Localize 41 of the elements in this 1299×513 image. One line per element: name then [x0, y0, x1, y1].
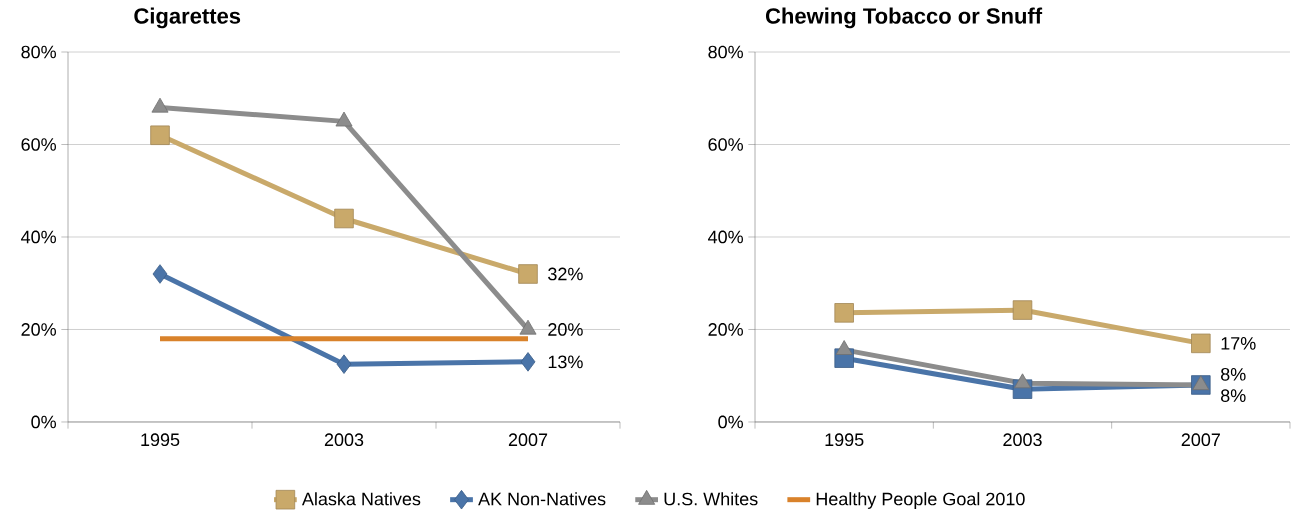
point: [150, 125, 170, 145]
point: [520, 352, 536, 372]
data-label: 20%: [548, 323, 583, 336]
legend-label: Healthy People Goal 2010: [816, 492, 1025, 509]
point: [518, 264, 538, 284]
data-label: 13%: [548, 355, 583, 369]
point: [1014, 373, 1031, 389]
point: [834, 303, 854, 323]
data-label: 8%: [1220, 367, 1246, 381]
y-tick-label: 60%: [708, 138, 743, 151]
legend-label: AK Non-Natives: [478, 492, 606, 506]
chart-title: Cigarettes: [134, 7, 241, 29]
y-tick-label: 0%: [718, 415, 743, 429]
x-tick-label: 2003: [1003, 433, 1042, 447]
y-tick-label: 80%: [708, 45, 743, 59]
y-tick-label: 20%: [708, 323, 743, 336]
x-tick-label: 1995: [141, 433, 180, 447]
point: [1012, 300, 1033, 320]
x-tick-label: 1995: [825, 433, 864, 447]
data-label: 17%: [1221, 337, 1256, 350]
point: [336, 354, 352, 374]
point: [152, 264, 168, 284]
y-tick-label: 20%: [21, 323, 56, 336]
y-tick-label: 40%: [21, 230, 56, 244]
y-tick-label: 0%: [31, 415, 56, 429]
data-label: 8%: [1220, 389, 1246, 403]
point: [334, 208, 354, 229]
legend-label: Alaska Natives: [301, 492, 421, 506]
x-tick-label: 2003: [324, 433, 364, 447]
y-tick-label: 80%: [21, 45, 56, 59]
data-label: 32%: [548, 267, 583, 281]
legend-label: U.S. Whites: [664, 492, 758, 506]
point: [335, 111, 353, 127]
point: [835, 340, 853, 355]
point: [1191, 333, 1211, 354]
x-tick-label: 2007: [1181, 433, 1220, 447]
y-tick-label: 40%: [708, 230, 743, 244]
y-tick-label: 60%: [21, 138, 56, 151]
chart-title: Chewing Tobacco or Snuff: [765, 7, 1043, 29]
x-tick-label: 2007: [508, 433, 548, 447]
point: [151, 97, 169, 113]
